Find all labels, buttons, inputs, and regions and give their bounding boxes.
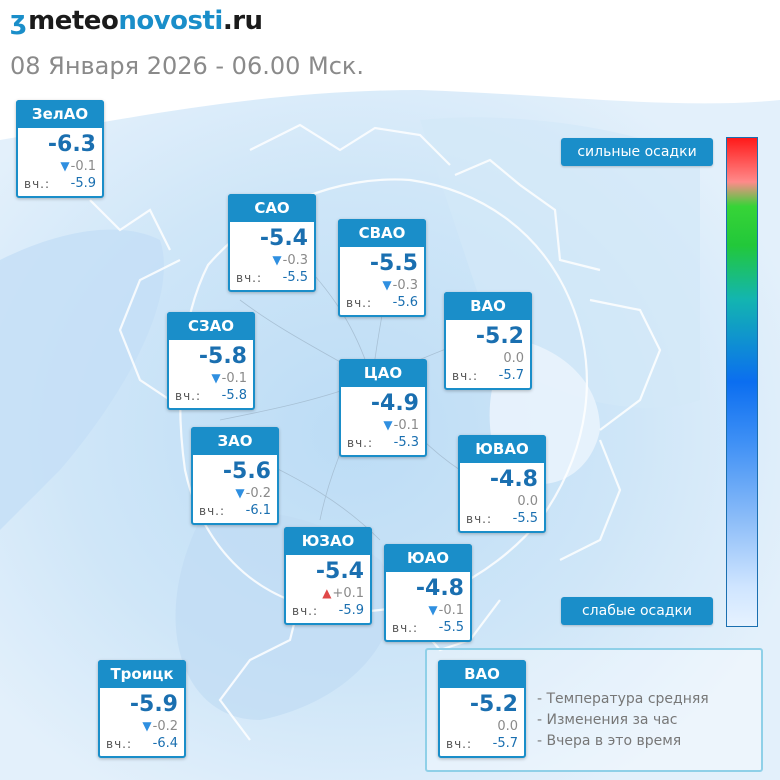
triangle-down-icon: ▼ bbox=[235, 486, 245, 500]
district-card-zelao: ЗелАО -6.3 ▼-0.1 вч.: -5.9 bbox=[16, 100, 104, 198]
district-name: ЮАО bbox=[384, 544, 472, 572]
district-card-svao: СВАО -5.5 ▼-0.3 вч.: -5.6 bbox=[338, 219, 426, 317]
report-datetime: 08 Января 2026 - 06.00 Мск. bbox=[10, 52, 365, 80]
district-change: ▼-0.3 bbox=[272, 253, 308, 268]
district-name: ЮВАО bbox=[458, 435, 546, 463]
yesterday-temp: -5.7 bbox=[492, 736, 518, 751]
yesterday-label: вч.: bbox=[236, 271, 263, 285]
legend-sample-card: ВАО -5.2 0.0 вч.: -5.7 bbox=[438, 660, 526, 758]
district-name: САО bbox=[228, 194, 316, 222]
yesterday-temp: -5.7 bbox=[498, 368, 524, 383]
legend-hourly-change: - Изменения за час bbox=[537, 712, 678, 728]
district-name: ВАО bbox=[444, 292, 532, 320]
district-name: ЦАО bbox=[339, 359, 427, 387]
yesterday-temp: -5.8 bbox=[221, 388, 247, 403]
district-temp: -5.8 bbox=[198, 344, 247, 369]
district-name: ЮЗАО bbox=[284, 527, 372, 555]
yesterday-temp: -5.9 bbox=[70, 176, 96, 191]
district-change: ▼-0.1 bbox=[428, 603, 464, 618]
district-change: 0.0 bbox=[503, 351, 524, 366]
scale-high-label: сильные осадки bbox=[561, 138, 713, 166]
legend-yesterday: - Вчера в это время bbox=[537, 733, 682, 749]
yesterday-temp: -5.3 bbox=[393, 435, 419, 450]
yesterday-label: вч.: bbox=[392, 621, 419, 635]
yesterday-label: вч.: bbox=[24, 177, 51, 191]
legend-avg-temp: - Температура средняя bbox=[537, 691, 709, 707]
logo-text-meteo: meteo bbox=[28, 6, 119, 36]
triangle-up-icon: ▲ bbox=[322, 586, 332, 600]
yesterday-label: вч.: bbox=[347, 436, 374, 450]
district-change: 0.0 bbox=[517, 494, 538, 509]
district-card-yuvao: ЮВАО -4.8 0.0 вч.: -5.5 bbox=[458, 435, 546, 533]
yesterday-temp: -5.5 bbox=[438, 620, 464, 635]
district-change: ▼-0.2 bbox=[142, 719, 178, 734]
yesterday-label: вч.: bbox=[346, 296, 373, 310]
logo-mark-icon: ʒ bbox=[10, 6, 27, 36]
yesterday-temp: -6.1 bbox=[245, 503, 271, 518]
district-name: СЗАО bbox=[167, 312, 255, 340]
district-change: ▼-0.1 bbox=[383, 418, 419, 433]
scale-low-label: слабые осадки bbox=[561, 597, 713, 625]
district-change: ▼-0.2 bbox=[235, 486, 271, 501]
district-temp: -5.2 bbox=[475, 324, 524, 349]
district-change: ▼-0.1 bbox=[211, 371, 247, 386]
district-card-troitsk: Троицк -5.9 ▼-0.2 вч.: -6.4 bbox=[98, 660, 186, 758]
district-name: Троицк bbox=[98, 660, 186, 688]
logo-text-novosti: novosti bbox=[118, 6, 223, 36]
yesterday-temp: -5.9 bbox=[338, 603, 364, 618]
yesterday-label: вч.: bbox=[106, 737, 133, 751]
triangle-down-icon: ▼ bbox=[382, 278, 392, 292]
yesterday-label: вч.: bbox=[466, 512, 493, 526]
district-temp: -5.4 bbox=[259, 226, 308, 251]
district-temp: -4.8 bbox=[489, 467, 538, 492]
yesterday-temp: -5.6 bbox=[392, 295, 418, 310]
yesterday-label: вч.: bbox=[199, 504, 226, 518]
yesterday-label: вч.: bbox=[446, 737, 473, 751]
triangle-down-icon: ▼ bbox=[383, 418, 393, 432]
yesterday-temp: -5.5 bbox=[512, 511, 538, 526]
district-temp: -6.3 bbox=[47, 132, 96, 157]
district-name: СВАО bbox=[338, 219, 426, 247]
district-temp: -5.4 bbox=[315, 559, 364, 584]
triangle-down-icon: ▼ bbox=[142, 719, 152, 733]
triangle-down-icon: ▼ bbox=[211, 371, 221, 385]
logo-text-domain: .ru bbox=[222, 6, 263, 36]
site-logo[interactable]: ʒmeteonovosti.ru bbox=[10, 6, 263, 36]
district-card-sao: САО -5.4 ▼-0.3 вч.: -5.5 bbox=[228, 194, 316, 292]
precipitation-scale-bar bbox=[726, 137, 758, 627]
district-temp: -5.9 bbox=[129, 692, 178, 717]
district-card-zao: ЗАО -5.6 ▼-0.2 вч.: -6.1 bbox=[191, 427, 279, 525]
district-card-yuzao: ЮЗАО -5.4 ▲+0.1 вч.: -5.9 bbox=[284, 527, 372, 625]
district-name: ЗелАО bbox=[16, 100, 104, 128]
triangle-down-icon: ▼ bbox=[60, 159, 70, 173]
district-change: 0.0 bbox=[497, 719, 518, 734]
district-card-yuao: ЮАО -4.8 ▼-0.1 вч.: -5.5 bbox=[384, 544, 472, 642]
district-card-cao: ЦАО -4.9 ▼-0.1 вч.: -5.3 bbox=[339, 359, 427, 457]
yesterday-label: вч.: bbox=[292, 604, 319, 618]
district-change: ▼-0.3 bbox=[382, 278, 418, 293]
triangle-down-icon: ▼ bbox=[272, 253, 282, 267]
district-card-szao: СЗАО -5.8 ▼-0.1 вч.: -5.8 bbox=[167, 312, 255, 410]
yesterday-temp: -6.4 bbox=[152, 736, 178, 751]
district-temp: -4.8 bbox=[415, 576, 464, 601]
district-name: ВАО bbox=[438, 660, 526, 688]
district-temp: -4.9 bbox=[370, 391, 419, 416]
yesterday-label: вч.: bbox=[452, 369, 479, 383]
district-temp: -5.6 bbox=[222, 459, 271, 484]
district-change: ▲+0.1 bbox=[322, 586, 364, 601]
yesterday-temp: -5.5 bbox=[282, 270, 308, 285]
triangle-down-icon: ▼ bbox=[428, 603, 438, 617]
district-name: ЗАО bbox=[191, 427, 279, 455]
district-change: ▼-0.1 bbox=[60, 159, 96, 174]
yesterday-label: вч.: bbox=[175, 389, 202, 403]
district-card-vao: ВАО -5.2 0.0 вч.: -5.7 bbox=[444, 292, 532, 390]
district-temp: -5.5 bbox=[369, 251, 418, 276]
district-temp: -5.2 bbox=[469, 692, 518, 717]
